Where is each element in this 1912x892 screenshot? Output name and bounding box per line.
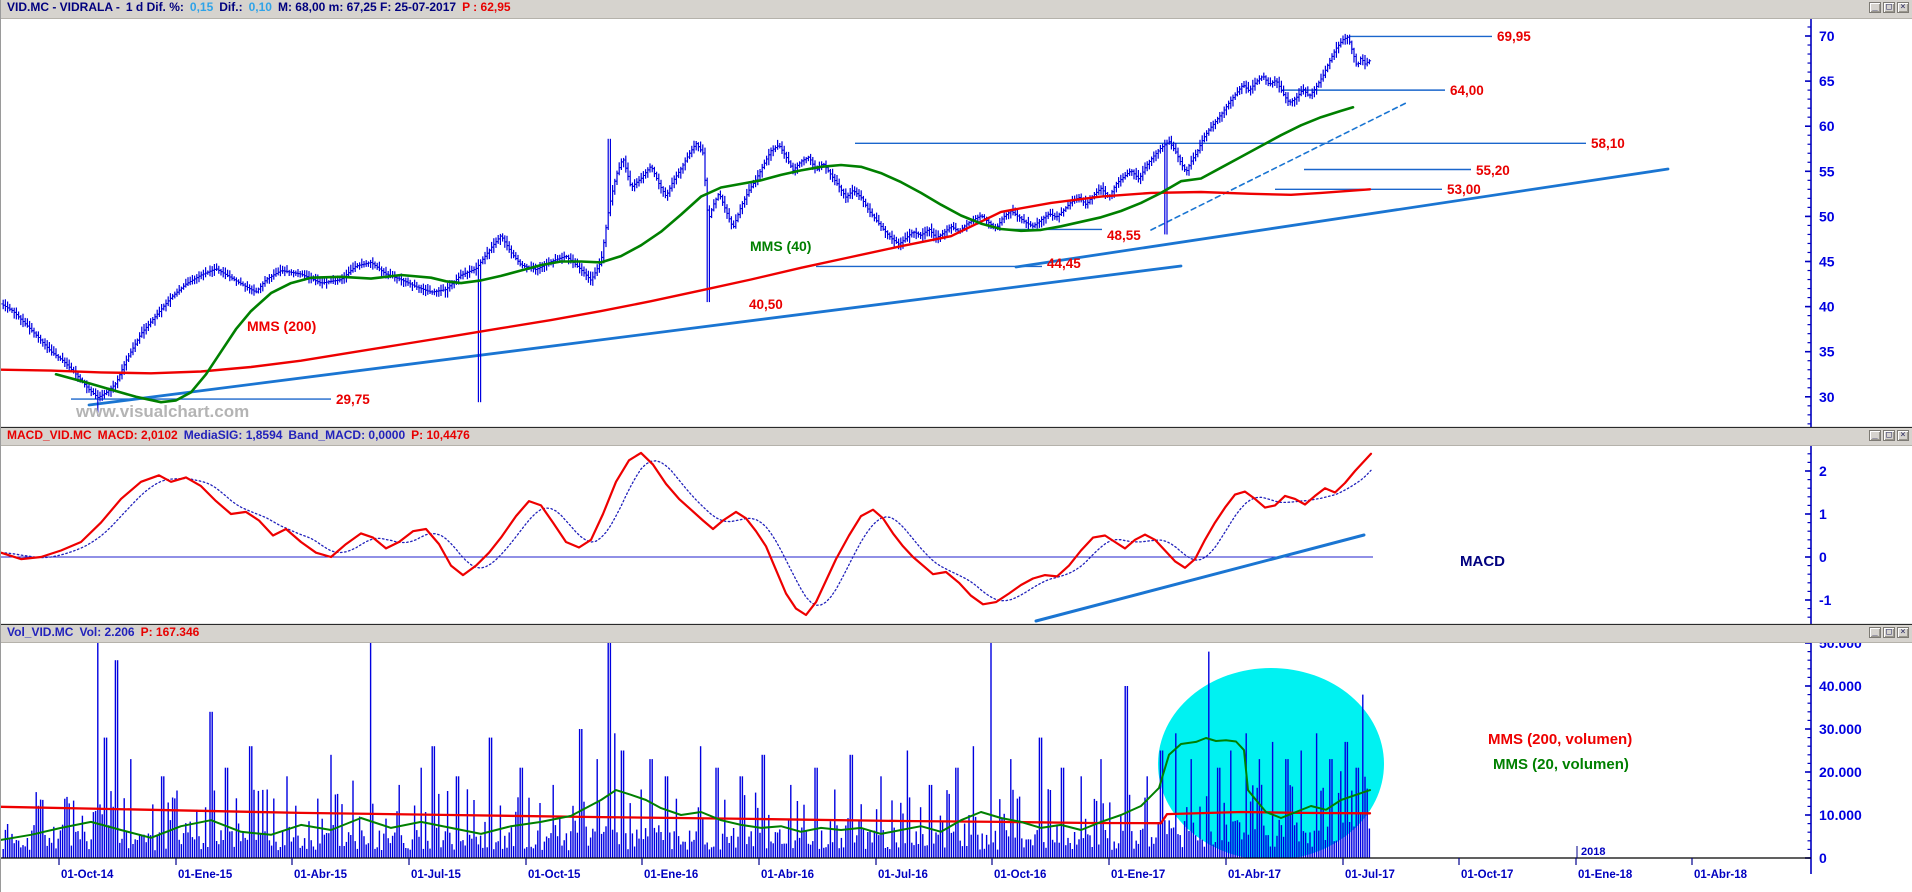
axis-tick-label: 2	[1819, 463, 1827, 479]
axis-tick-label: 1	[1819, 506, 1827, 522]
date-tick-label: 01-Abr-17	[1228, 869, 1281, 881]
minimize-icon[interactable]: _	[1869, 627, 1881, 638]
price-moving-averages	[1, 106, 1372, 404]
date-tick-label: 01-Abr-16	[761, 869, 814, 881]
date-tick-label: 01-Abr-15	[294, 869, 348, 881]
price-panel-header: VID.MC - VIDRALA - 1 d Dif. %: 0,15 Dif.: 0,…	[1, 0, 1912, 19]
price-window-controls: _ □ ×	[1869, 2, 1909, 13]
price-level-labels: 69,95 64,00 58,10 55,20 53,00 48,55 44,45 40,50…	[247, 29, 1625, 407]
macd-label: MACD	[1460, 553, 1505, 570]
date-tick-label: 01-Oct-16	[994, 869, 1046, 881]
ma-label: MMS (200)	[247, 318, 316, 334]
volume-window-controls: _ □ ×	[1869, 627, 1909, 638]
volume-ma-label: MMS (20, volumen)	[1493, 756, 1629, 773]
price-level-label: 64,00	[1450, 83, 1484, 98]
price-level-label: 55,20	[1476, 163, 1510, 178]
volume-labels: MMS (200, volumen) MMS (20, volumen)	[1488, 731, 1632, 773]
axis-tick-label: 30	[1819, 389, 1835, 405]
price-level-label: 44,45	[1047, 256, 1081, 271]
maximize-icon[interactable]: □	[1883, 2, 1895, 13]
minimize-icon[interactable]: _	[1869, 430, 1881, 441]
axis-tick-label: 60	[1819, 118, 1835, 134]
volume-panel	[1, 643, 1384, 859]
dif-value: 0,10	[248, 0, 272, 14]
maximize-icon[interactable]: □	[1883, 430, 1895, 441]
highlight-circle	[1158, 668, 1384, 859]
close-icon[interactable]: ×	[1897, 2, 1909, 13]
minimize-icon[interactable]: _	[1869, 2, 1881, 13]
axis-tick-label: 35	[1819, 344, 1835, 360]
volume-value: Vol: 2.206	[79, 625, 135, 639]
band-macd-value: Band_MACD: 0,0000	[288, 428, 406, 442]
date-tick-label: 01-Oct-17	[1461, 869, 1513, 881]
axis-tick-label: 45	[1819, 254, 1835, 270]
axis-tick-label: 70	[1819, 28, 1835, 44]
dif-pct-value: 0,15	[189, 0, 214, 14]
axis-tick-label: 40	[1819, 299, 1835, 315]
volume-p-value: P: 167.346	[140, 625, 200, 639]
year-label: 2018	[1581, 846, 1605, 858]
date-tick-label: 01-Abr-18	[1694, 869, 1748, 881]
macd-title: MACD_VID.MC	[7, 428, 92, 442]
macd-panel	[1, 451, 1373, 623]
macd-value: MACD: 2,0102	[97, 428, 178, 442]
trendline[interactable]	[87, 264, 1183, 407]
date-tick-label: 01-Ene-17	[1111, 869, 1165, 881]
date-tick-label: 01-Ene-16	[644, 869, 698, 881]
axis-tick-label: 65	[1819, 73, 1835, 89]
price-level-label: 48,55	[1107, 228, 1141, 243]
trendline[interactable]	[1014, 167, 1670, 269]
date-tick-label: 01-Ene-15	[178, 869, 233, 881]
close-icon[interactable]: ×	[1897, 430, 1909, 441]
axis-tick-label: 55	[1819, 163, 1835, 179]
volume-panel-header: Vol_VID.MC Vol: 2.206 P: 167.346 _ □ ×	[1, 625, 1912, 643]
price-level-label: 58,10	[1591, 136, 1625, 151]
axis-tick-label: 0	[1819, 850, 1827, 866]
macd-window-controls: _ □ ×	[1869, 430, 1909, 441]
trendline[interactable]	[1150, 102, 1407, 231]
axis-tick-label: -1	[1819, 592, 1832, 608]
price-level-label: 40,50	[749, 297, 783, 312]
max-min-date: M: 68,00 m: 67,25 F: 25-07-2017	[277, 0, 457, 14]
date-tick-label: 01-Jul-15	[411, 869, 461, 881]
macd-p-value: P: 10,4476	[411, 428, 470, 442]
timeframe-label: 1 d Dif. %:	[125, 0, 184, 14]
price-axis: 70 65 60 55 50 45 40 35 30	[1805, 17, 1835, 427]
mediasig-value: MediaSIG: 1,8594	[183, 428, 283, 442]
watermark: www.visualchart.com	[75, 402, 249, 421]
close-icon[interactable]: ×	[1897, 627, 1909, 638]
macd-axis: 2 1 0 -1	[1805, 444, 1832, 624]
axis-tick-label: 0	[1819, 549, 1827, 565]
volume-title: Vol_VID.MC	[7, 625, 74, 639]
date-axis: 01-Oct-14 01-Ene-15 01-Abr-15 01-Jul-15 01-O…	[1, 846, 1811, 881]
axis-tick-label: 30.000	[1819, 721, 1862, 737]
macd-panel-header: MACD_VID.MC MACD: 2,0102 MediaSIG: 1,8594 B…	[1, 428, 1912, 446]
macd-trendline[interactable]	[1034, 533, 1366, 623]
date-tick-label: 01-Jul-17	[1345, 869, 1395, 881]
price-candles	[1, 33, 1372, 416]
dif-label: Dif.:	[219, 0, 243, 14]
price-trendlines	[87, 102, 1670, 407]
price-level-label: 69,95	[1497, 29, 1531, 44]
symbol-title: VID.MC - VIDRALA -	[7, 0, 120, 14]
price-level-label: 53,00	[1447, 182, 1481, 197]
last-price: P : 62,95	[462, 0, 511, 14]
axis-tick-label: 10.000	[1819, 807, 1862, 823]
date-tick-label: 01-Jul-16	[878, 869, 928, 881]
volume-ma-label: MMS (200, volumen)	[1488, 731, 1632, 748]
date-tick-label: 01-Oct-14	[61, 869, 114, 881]
date-tick-label: 01-Oct-15	[528, 869, 581, 881]
maximize-icon[interactable]: □	[1883, 627, 1895, 638]
date-tick-label: 01-Ene-18	[1578, 869, 1633, 881]
price-level-lines	[71, 35, 1586, 400]
axis-tick-label: 40.000	[1819, 678, 1862, 694]
price-level-label: 29,75	[336, 392, 370, 407]
axis-tick-label: 20.000	[1819, 764, 1862, 780]
ma-label: MMS (40)	[750, 238, 811, 254]
axis-tick-label: 50	[1819, 208, 1835, 224]
